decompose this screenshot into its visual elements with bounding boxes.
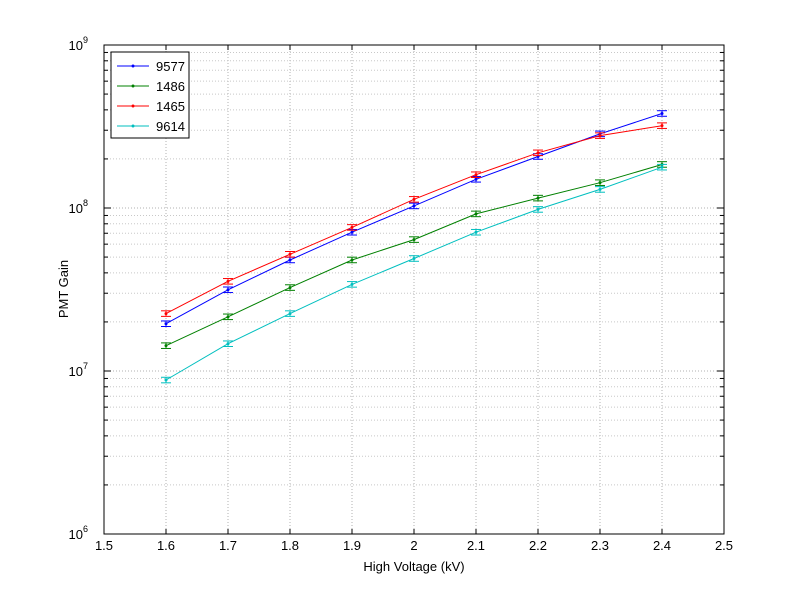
data-point xyxy=(288,312,292,316)
x-tick-label: 2.4 xyxy=(653,538,671,553)
x-tick-label: 1.7 xyxy=(219,538,237,553)
x-tick-label: 2.5 xyxy=(715,538,733,553)
data-point xyxy=(288,252,292,256)
data-point xyxy=(350,282,354,286)
data-point xyxy=(350,225,354,229)
data-point xyxy=(536,196,540,200)
x-axis-label: High Voltage (kV) xyxy=(363,559,464,574)
data-point xyxy=(474,230,478,234)
x-tick-labels: 1.5 1.6 1.7 1.8 1.9 2 2.1 2.2 2.3 2.4 2.5 xyxy=(95,538,733,553)
x-tick-label: 1.6 xyxy=(157,538,175,553)
legend-label-9577: 9577 xyxy=(156,59,185,74)
data-point xyxy=(474,212,478,216)
data-point xyxy=(474,177,478,181)
data-point xyxy=(226,315,230,319)
plot-area xyxy=(104,45,724,534)
data-point xyxy=(164,322,168,326)
legend-label-1465: 1465 xyxy=(156,99,185,114)
series-1465 xyxy=(161,122,667,317)
x-tick-label: 2.1 xyxy=(467,538,485,553)
data-point xyxy=(660,111,664,115)
data-point xyxy=(288,258,292,262)
data-point xyxy=(536,151,540,155)
legend-label-9614: 9614 xyxy=(156,119,185,134)
data-point xyxy=(226,288,230,292)
data-point xyxy=(288,286,292,290)
y-tick-label: 108 xyxy=(69,198,88,216)
data-point xyxy=(350,258,354,262)
data-point xyxy=(474,173,478,177)
data-point xyxy=(660,165,664,169)
series-1486 xyxy=(161,161,667,349)
legend-marker-9614 xyxy=(131,124,135,128)
legend-marker-1486 xyxy=(131,84,135,88)
x-tick-label: 1.9 xyxy=(343,538,361,553)
data-point xyxy=(226,342,230,346)
data-point xyxy=(164,312,168,316)
y-tick-label: 107 xyxy=(69,361,88,379)
x-tick-label: 2 xyxy=(410,538,417,553)
data-point xyxy=(598,181,602,185)
data-point xyxy=(412,204,416,208)
data-point xyxy=(350,230,354,234)
data-point xyxy=(598,134,602,138)
ticks xyxy=(103,45,725,535)
data-point xyxy=(412,238,416,242)
y-tick-label: 109 xyxy=(69,35,88,53)
data-point xyxy=(164,344,168,348)
data-point xyxy=(226,279,230,283)
y-tick-label: 106 xyxy=(69,524,88,542)
data-point xyxy=(164,378,168,382)
data-point xyxy=(660,124,664,128)
data-point xyxy=(598,187,602,191)
y-tick-labels: 106 107 108 109 xyxy=(69,35,88,542)
legend-label-1486: 1486 xyxy=(156,79,185,94)
legend: 9577 1486 1465 9614 xyxy=(110,51,190,139)
x-tick-label: 1.5 xyxy=(95,538,113,553)
x-tick-label: 2.2 xyxy=(529,538,547,553)
data-point xyxy=(412,197,416,201)
x-tick-label: 1.8 xyxy=(281,538,299,553)
data-point xyxy=(412,256,416,260)
series-layer xyxy=(161,110,667,384)
data-point xyxy=(536,207,540,211)
legend-marker-9577 xyxy=(131,64,135,68)
x-tick-label: 2.3 xyxy=(591,538,609,553)
y-axis-label: PMT Gain xyxy=(56,260,71,318)
series-9614 xyxy=(161,163,667,384)
legend-marker-1465 xyxy=(131,104,135,108)
